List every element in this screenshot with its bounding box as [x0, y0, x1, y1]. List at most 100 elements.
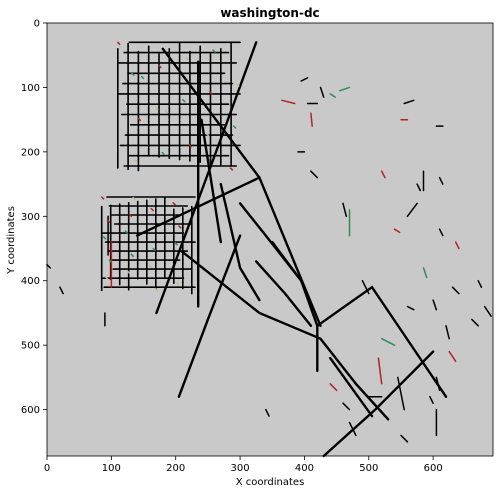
- street-accent: [209, 91, 213, 95]
- street-segment: [329, 93, 337, 98]
- road-road-center2: [200, 118, 223, 244]
- street-accent: [124, 230, 129, 234]
- street-segment: [448, 350, 457, 363]
- street-accent: [229, 167, 234, 171]
- roads-layer: [46, 41, 492, 458]
- road-road-mid: [219, 182, 261, 302]
- road-diagonal-lower: [177, 234, 242, 398]
- x-tick-label: 200: [166, 463, 185, 474]
- street-segment: [477, 279, 483, 288]
- street-accent: [172, 202, 176, 206]
- figure-title: washington-dc: [220, 6, 319, 20]
- street-accent: [154, 287, 158, 292]
- x-tick-label: 300: [231, 463, 250, 474]
- street-segment: [281, 99, 296, 105]
- street-accent: [128, 213, 133, 218]
- street-segment: [393, 228, 401, 234]
- road-diagonal-south2: [316, 285, 448, 398]
- street-segment: [429, 395, 434, 404]
- street-accent: [148, 264, 153, 268]
- y-tick-label: 600: [21, 405, 40, 416]
- street-segment: [380, 170, 386, 179]
- street-accent: [155, 106, 159, 111]
- street-segment: [445, 325, 450, 340]
- street-accent: [205, 133, 210, 137]
- street-segment: [329, 383, 338, 392]
- street-segment: [454, 241, 460, 250]
- street-accent: [182, 98, 186, 103]
- road-road-south: [329, 356, 374, 418]
- y-tick-label: 500: [21, 341, 40, 352]
- street-accent: [164, 109, 169, 114]
- street-accent: [130, 253, 134, 258]
- street-accent: [104, 276, 109, 280]
- street-accent: [106, 219, 111, 223]
- street-accent: [152, 247, 156, 252]
- x-tick-label: 100: [102, 463, 121, 474]
- street-accent: [137, 117, 142, 122]
- street-segment: [319, 86, 325, 98]
- street-segment: [483, 305, 492, 317]
- y-tick-label: 0: [34, 19, 40, 30]
- street-accent: [117, 41, 121, 46]
- x-tick-label: 400: [295, 463, 314, 474]
- street-accent: [212, 49, 216, 53]
- y-axis-ticks: 0 100 200 300 400 500 600: [21, 19, 47, 416]
- street-accent: [232, 125, 237, 129]
- street-segment: [377, 357, 383, 385]
- street-accent: [158, 64, 162, 69]
- street-segment: [300, 77, 309, 82]
- x-axis-ticks: 0 100 200 300 400 500 600: [44, 456, 443, 474]
- street-segment: [265, 408, 270, 417]
- street-segment: [438, 228, 444, 237]
- street-accent: [188, 144, 192, 148]
- street-accent: [176, 281, 180, 286]
- street-segment: [339, 86, 351, 92]
- y-tick-label: 100: [21, 83, 40, 94]
- street-segment: [406, 305, 415, 311]
- street-segment: [451, 286, 460, 295]
- street-segment: [438, 176, 444, 185]
- road-road-east2: [255, 260, 313, 327]
- street-accent: [132, 196, 136, 201]
- street-accent: [150, 207, 154, 212]
- x-tick-label: 600: [424, 463, 443, 474]
- street-segment: [342, 202, 348, 218]
- street-segment: [400, 434, 409, 443]
- street-segment: [397, 376, 405, 411]
- y-axis-label: Y coordinates: [6, 206, 17, 275]
- road-diagonal-se: [180, 250, 390, 421]
- street-accent: [236, 83, 240, 87]
- street-segment: [46, 263, 51, 269]
- x-axis-label: X coordinates: [236, 477, 305, 488]
- street-segment: [471, 318, 479, 327]
- road-road-east1: [271, 240, 303, 282]
- street-segment: [342, 402, 351, 411]
- y-tick-label: 300: [21, 212, 40, 223]
- street-accent: [140, 75, 145, 80]
- street-segment: [416, 183, 422, 192]
- street-segment: [403, 99, 415, 105]
- street-accent: [100, 196, 105, 200]
- street-segment: [310, 112, 313, 127]
- street-segment: [432, 299, 438, 311]
- street-segment: [310, 170, 319, 179]
- street-segment: [59, 286, 64, 295]
- y-tick-label: 400: [21, 276, 40, 287]
- road-diagonal-ne: [155, 41, 258, 315]
- road-diagonal-south: [322, 350, 435, 458]
- street-accent: [178, 225, 182, 229]
- street-accent: [126, 270, 131, 274]
- street-accent: [174, 241, 178, 246]
- street-accent: [131, 72, 135, 76]
- x-tick-label: 500: [359, 463, 378, 474]
- street-segment: [380, 337, 396, 346]
- x-tick-label: 0: [44, 463, 50, 474]
- street-accent: [185, 57, 189, 61]
- street-segment: [406, 202, 418, 218]
- street-accent: [134, 159, 138, 163]
- street-accent: [108, 259, 113, 263]
- street-accent: [161, 151, 165, 156]
- street-segment: [422, 267, 428, 279]
